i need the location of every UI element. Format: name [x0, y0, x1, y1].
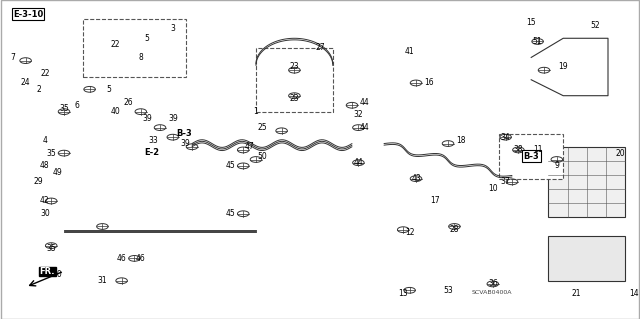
FancyBboxPatch shape: [83, 19, 186, 77]
Text: 39: 39: [168, 114, 178, 122]
Text: 27: 27: [315, 43, 325, 52]
Text: 7: 7: [10, 53, 15, 62]
Text: 36: 36: [488, 279, 498, 288]
Text: E-3-10: E-3-10: [13, 10, 43, 19]
Text: 26: 26: [123, 98, 133, 107]
Text: 31: 31: [97, 276, 108, 285]
Text: 42: 42: [40, 197, 50, 205]
Text: 13: 13: [398, 289, 408, 298]
Text: 44: 44: [360, 98, 370, 107]
Text: 16: 16: [424, 78, 434, 87]
Text: 23: 23: [289, 63, 300, 71]
Text: 12: 12: [405, 228, 414, 237]
Text: 30: 30: [40, 209, 50, 218]
Text: 3: 3: [170, 24, 175, 33]
Text: 20: 20: [616, 149, 626, 158]
FancyBboxPatch shape: [548, 147, 625, 217]
Text: 46: 46: [136, 254, 146, 263]
Text: 5: 5: [145, 34, 150, 43]
Text: 1: 1: [253, 107, 259, 116]
Text: 19: 19: [558, 63, 568, 71]
Text: B-3: B-3: [176, 129, 192, 137]
Text: 33: 33: [148, 136, 159, 145]
Text: 29: 29: [33, 177, 44, 186]
Text: SCVAB0400A: SCVAB0400A: [472, 290, 512, 295]
Text: E-2: E-2: [144, 148, 159, 157]
Text: 28: 28: [450, 225, 459, 234]
Text: 50: 50: [257, 152, 268, 161]
Text: 8: 8: [138, 53, 143, 62]
Text: 39: 39: [180, 139, 191, 148]
Text: 52: 52: [590, 21, 600, 30]
Text: 39: 39: [142, 114, 152, 122]
Text: 45: 45: [225, 161, 236, 170]
Text: 46: 46: [116, 254, 127, 263]
Text: 23: 23: [289, 94, 300, 103]
Text: 45: 45: [225, 209, 236, 218]
FancyBboxPatch shape: [548, 236, 625, 281]
Text: 32: 32: [353, 110, 364, 119]
Text: B-3: B-3: [524, 152, 540, 160]
Text: 35: 35: [59, 104, 69, 113]
Text: 35: 35: [46, 149, 56, 158]
Text: 44: 44: [353, 158, 364, 167]
Text: 53: 53: [443, 286, 453, 295]
FancyBboxPatch shape: [499, 134, 563, 179]
Text: 4: 4: [42, 136, 47, 145]
Text: 22: 22: [111, 40, 120, 49]
Text: 51: 51: [532, 37, 543, 46]
Text: 17: 17: [430, 197, 440, 205]
Text: 18: 18: [456, 136, 465, 145]
Text: 34: 34: [500, 133, 511, 142]
Text: 49: 49: [52, 168, 63, 177]
Text: 37: 37: [500, 177, 511, 186]
Text: 14: 14: [628, 289, 639, 298]
Text: 43: 43: [411, 174, 421, 183]
Text: 47: 47: [244, 142, 255, 151]
Text: 35: 35: [46, 244, 56, 253]
Text: 50: 50: [52, 270, 63, 279]
Text: 25: 25: [257, 123, 268, 132]
Text: 21: 21: [572, 289, 580, 298]
Text: 10: 10: [488, 184, 498, 193]
FancyBboxPatch shape: [256, 48, 333, 112]
Text: 24: 24: [20, 78, 31, 87]
Text: 38: 38: [513, 145, 524, 154]
Text: 40: 40: [110, 107, 120, 116]
Text: 48: 48: [40, 161, 50, 170]
Text: 44: 44: [360, 123, 370, 132]
Text: 22: 22: [40, 69, 49, 78]
Text: FR.: FR.: [40, 267, 55, 276]
Text: 6: 6: [74, 101, 79, 110]
Text: 2: 2: [36, 85, 41, 94]
Text: 5: 5: [106, 85, 111, 94]
Text: 41: 41: [404, 47, 415, 56]
Text: 15: 15: [526, 18, 536, 27]
Text: 9: 9: [554, 161, 559, 170]
Text: 11: 11: [533, 145, 542, 154]
